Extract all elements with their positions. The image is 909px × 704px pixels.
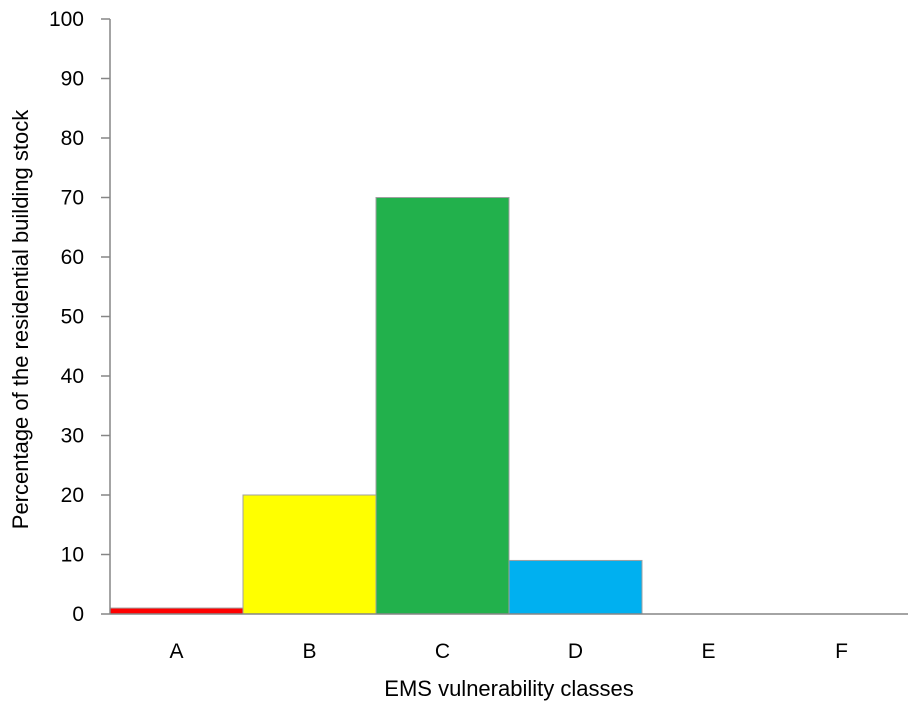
bar-A [109,607,244,615]
x-tick-label: D [568,640,583,663]
y-tick-label: 10 [61,544,84,567]
bar-D [508,559,643,615]
x-axis-title: EMS vulnerability classes [384,676,633,701]
bar-C [375,197,510,615]
y-axis-ticks: 0 10 20 30 40 50 60 70 80 90 100 [49,8,110,626]
x-axis-ticks: A B C D E F [169,640,847,663]
y-tick-label: 40 [61,365,84,388]
y-tick-label: 100 [49,8,84,31]
bars-group [109,197,643,615]
y-tick-label: 60 [61,246,84,269]
y-tick-label: 80 [61,127,84,150]
y-tick-label: 50 [61,306,84,329]
x-tick-label: B [302,640,316,663]
bar-B [242,494,377,615]
y-axis-title: Percentage of the residential building s… [8,109,33,529]
x-tick-label: A [169,640,183,663]
y-tick-label: 70 [61,187,84,210]
y-tick-label: 20 [61,484,84,507]
x-tick-label: E [701,640,715,663]
y-tick-label: 90 [61,68,84,91]
y-tick-label: 0 [72,603,84,626]
x-tick-label: C [435,640,450,663]
y-tick-label: 30 [61,425,84,448]
x-tick-label: F [835,640,848,663]
